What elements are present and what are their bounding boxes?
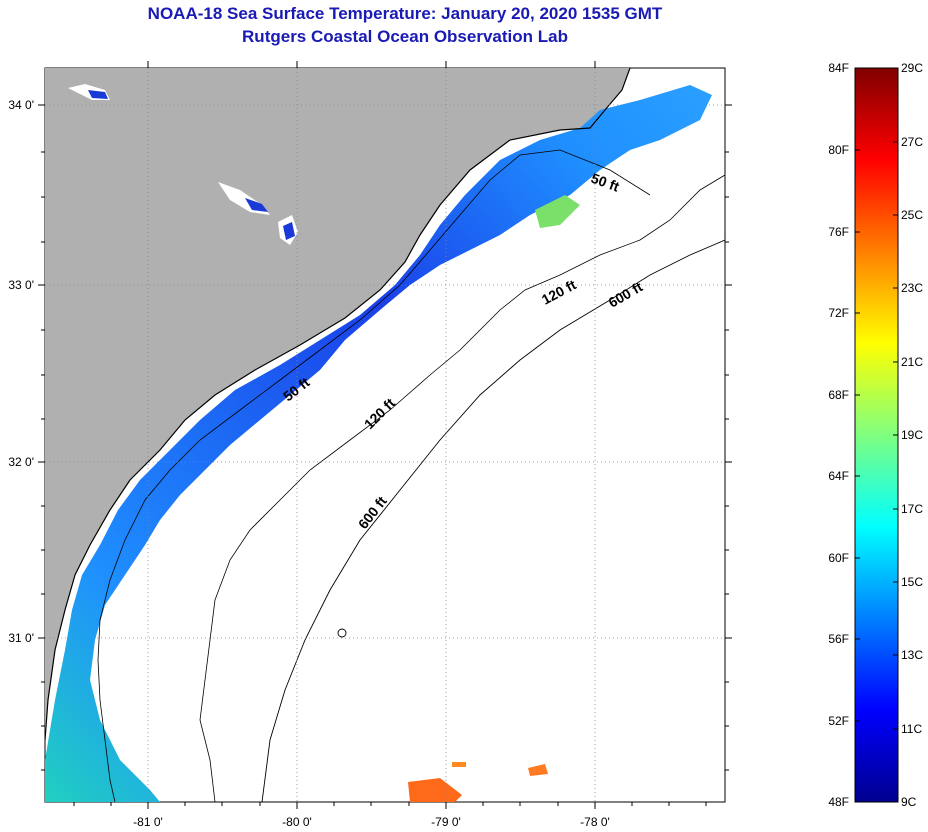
colorbar-f-72: 72F: [828, 306, 849, 320]
lon-label-80: -80 0': [282, 815, 312, 829]
grid-lines: [45, 68, 725, 802]
inland-sst-3: [88, 90, 108, 99]
lon-label-81: -81 0': [133, 815, 163, 829]
colorbar-c-17: 17C: [901, 502, 923, 516]
no-data-patch: [120, 560, 175, 610]
contour-120ft: [199, 174, 725, 802]
colorbar-c-25: 25C: [901, 208, 923, 222]
land-mass: [45, 68, 630, 740]
map-title: NOAA-18 Sea Surface Temperature: January…: [147, 4, 663, 23]
colorbar-f-84: 84F: [828, 61, 849, 75]
colorbar-c-13: 13C: [901, 648, 923, 662]
green-sst-patch: [535, 195, 580, 228]
coastline: [45, 68, 631, 741]
colorbar-c-27: 27C: [901, 135, 923, 149]
warm-sst-patch: [408, 778, 462, 802]
colorbar-c-9: 9C: [901, 795, 917, 809]
lat-label-34: 34 0': [8, 98, 34, 112]
colorbar-f-80: 80F: [828, 143, 849, 157]
contour-600ft: [261, 239, 725, 802]
lon-label-78: -78 0': [580, 815, 610, 829]
frame-ticks: [38, 61, 732, 809]
lat-label-33: 33 0': [8, 278, 34, 292]
colorbar-c-21: 21C: [901, 355, 923, 369]
warm-sst-dot: [528, 764, 548, 776]
no-data-patch-2: [110, 640, 150, 700]
seamount-circle: [337, 628, 347, 638]
warm-sst-dot-2: [452, 762, 466, 767]
colorbar-f-68: 68F: [828, 388, 849, 402]
sst-swath: [45, 85, 712, 802]
lat-label-32: 32 0': [8, 455, 34, 469]
colorbar-f-60: 60F: [828, 551, 849, 565]
colorbar-c-15: 15C: [901, 575, 923, 589]
colorbar-f-76: 76F: [828, 225, 849, 239]
colorbar-c-23: 23C: [901, 281, 923, 295]
map-subtitle: Rutgers Coastal Ocean Observation Lab: [242, 27, 568, 46]
colorbar-c-19: 19C: [901, 428, 923, 442]
lat-label-31: 31 0': [8, 631, 34, 645]
colorbar-c-11: 11C: [901, 722, 922, 736]
colorbar-c-29: 29C: [901, 61, 923, 75]
colorbar-f-48: 48F: [828, 795, 849, 809]
contour-50ft: [97, 149, 651, 802]
colorbar: [854, 67, 899, 803]
colorbar-ticks: [855, 141, 898, 730]
inland-sst-1: [245, 198, 268, 212]
lon-label-79: -79 0': [431, 815, 461, 829]
colorbar-f-64: 64F: [828, 469, 849, 483]
inland-sst-2: [283, 222, 295, 240]
colorbar-f-56: 56F: [828, 632, 849, 646]
colorbar-f-52: 52F: [828, 714, 849, 728]
